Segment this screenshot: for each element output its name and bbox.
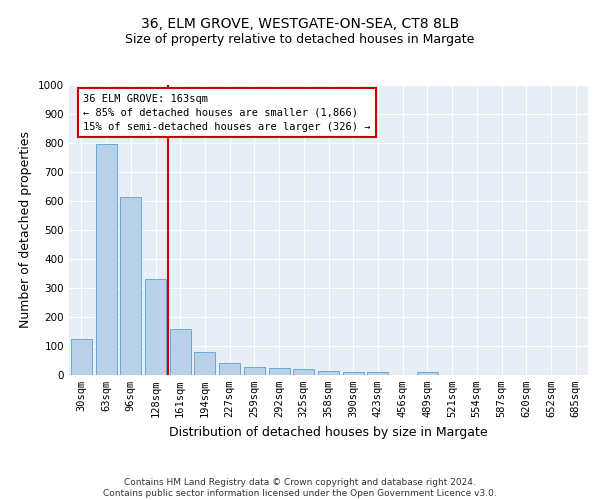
Bar [71,339,92,375]
Bar [318,370,339,375]
Bar [120,196,141,375]
Bar [219,364,240,375]
Bar [95,144,116,375]
Text: 36, ELM GROVE, WESTGATE-ON-SEA, CT8 8LB: 36, ELM GROVE, WESTGATE-ON-SEA, CT8 8LB [141,18,459,32]
Bar [343,372,364,375]
Text: Contains HM Land Registry data © Crown copyright and database right 2024.
Contai: Contains HM Land Registry data © Crown c… [103,478,497,498]
Bar [417,372,438,375]
Bar [145,280,166,375]
Bar [293,369,314,375]
Text: Size of property relative to detached houses in Margate: Size of property relative to detached ho… [125,32,475,46]
X-axis label: Distribution of detached houses by size in Margate: Distribution of detached houses by size … [169,426,488,438]
Bar [367,372,388,375]
Y-axis label: Number of detached properties: Number of detached properties [19,132,32,328]
Bar [244,367,265,375]
Bar [170,328,191,375]
Bar [194,352,215,375]
Bar [269,368,290,375]
Text: 36 ELM GROVE: 163sqm
← 85% of detached houses are smaller (1,866)
15% of semi-de: 36 ELM GROVE: 163sqm ← 85% of detached h… [83,94,370,132]
